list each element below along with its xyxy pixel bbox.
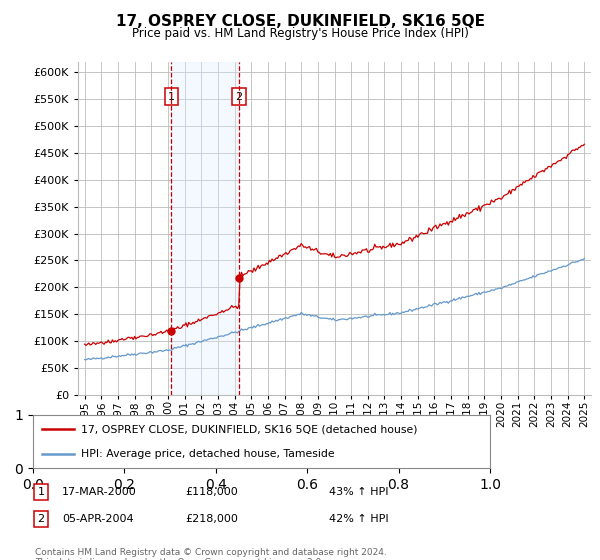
Text: £218,000: £218,000 xyxy=(185,514,238,524)
Text: Contains HM Land Registry data © Crown copyright and database right 2024.
This d: Contains HM Land Registry data © Crown c… xyxy=(35,548,387,560)
Text: 2: 2 xyxy=(235,91,242,101)
Text: 05-APR-2004: 05-APR-2004 xyxy=(62,514,134,524)
Text: 43% ↑ HPI: 43% ↑ HPI xyxy=(329,487,389,497)
Text: Price paid vs. HM Land Registry's House Price Index (HPI): Price paid vs. HM Land Registry's House … xyxy=(131,27,469,40)
Text: 17, OSPREY CLOSE, DUKINFIELD, SK16 5QE: 17, OSPREY CLOSE, DUKINFIELD, SK16 5QE xyxy=(115,14,485,29)
Text: 17, OSPREY CLOSE, DUKINFIELD, SK16 5QE (detached house): 17, OSPREY CLOSE, DUKINFIELD, SK16 5QE (… xyxy=(81,424,418,435)
Text: 1: 1 xyxy=(37,487,44,497)
Text: 2: 2 xyxy=(37,514,44,524)
Text: £118,000: £118,000 xyxy=(185,487,238,497)
Text: 1: 1 xyxy=(168,91,175,101)
Bar xyxy=(172,62,239,395)
Text: 17-MAR-2000: 17-MAR-2000 xyxy=(62,487,137,497)
Text: 42% ↑ HPI: 42% ↑ HPI xyxy=(329,514,389,524)
Text: HPI: Average price, detached house, Tameside: HPI: Average price, detached house, Tame… xyxy=(81,449,335,459)
